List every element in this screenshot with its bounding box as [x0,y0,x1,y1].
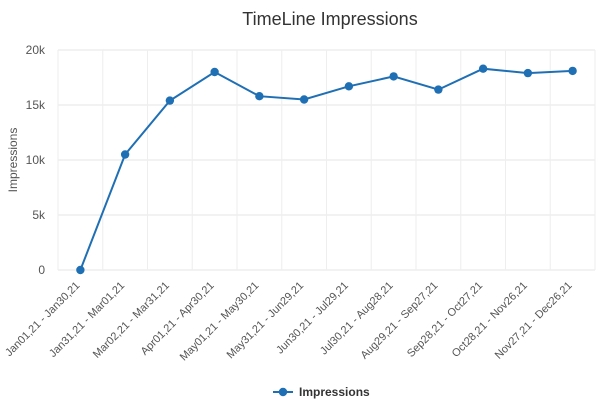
x-tick-label: Oct28,21 - Nov26,21 [450,280,530,360]
data-point[interactable] [389,72,398,81]
y-tick-label: 10k [26,153,46,167]
data-point[interactable] [568,66,577,76]
data-point[interactable] [76,265,85,275]
data-point[interactable] [120,150,130,159]
y-tick-label: 20k [26,43,46,57]
legend-label: Impressions [299,385,370,399]
series-layer [76,64,577,275]
y-tick-label: 15k [26,98,46,112]
chart-title: TimeLine Impressions [242,9,417,29]
x-tick-label: Jan01,21 - Jan30,21 [3,280,82,359]
x-tick-label: Apr01,21 - Apr30,21 [139,280,217,358]
y-axis-ticks: 0 5k 10k 15k 20k [26,43,46,277]
data-point[interactable] [344,82,354,91]
data-point[interactable] [434,85,443,94]
x-tick-label: Nov27,21 - Dec26,21 [493,280,575,362]
data-point[interactable] [210,67,219,77]
legend-marker [278,387,288,397]
x-tick-label: Mar02,21 - Mar31,21 [91,280,172,361]
data-point[interactable] [478,64,488,73]
data-point[interactable] [299,95,309,104]
grid-layer [57,49,596,271]
y-axis-title: Impressions [6,128,20,193]
x-tick-label: Sep28,21 - Oct27,21 [405,280,485,360]
series-line [79,67,573,271]
x-tick-label: May31,21 - Jun29,21 [225,280,307,362]
legend[interactable]: Impressions [273,385,370,399]
x-tick-label: Aug29,21 - Sep27,21 [358,280,440,362]
y-tick-label: 5k [32,208,46,222]
x-tick-label: Jan31,21 - Mar01,21 [47,280,127,360]
data-point[interactable] [523,68,533,78]
data-point[interactable] [255,92,264,101]
x-tick-label: May01,21 - May30,21 [178,280,262,364]
y-tick-label: 0 [38,263,45,277]
data-point[interactable] [165,96,175,105]
